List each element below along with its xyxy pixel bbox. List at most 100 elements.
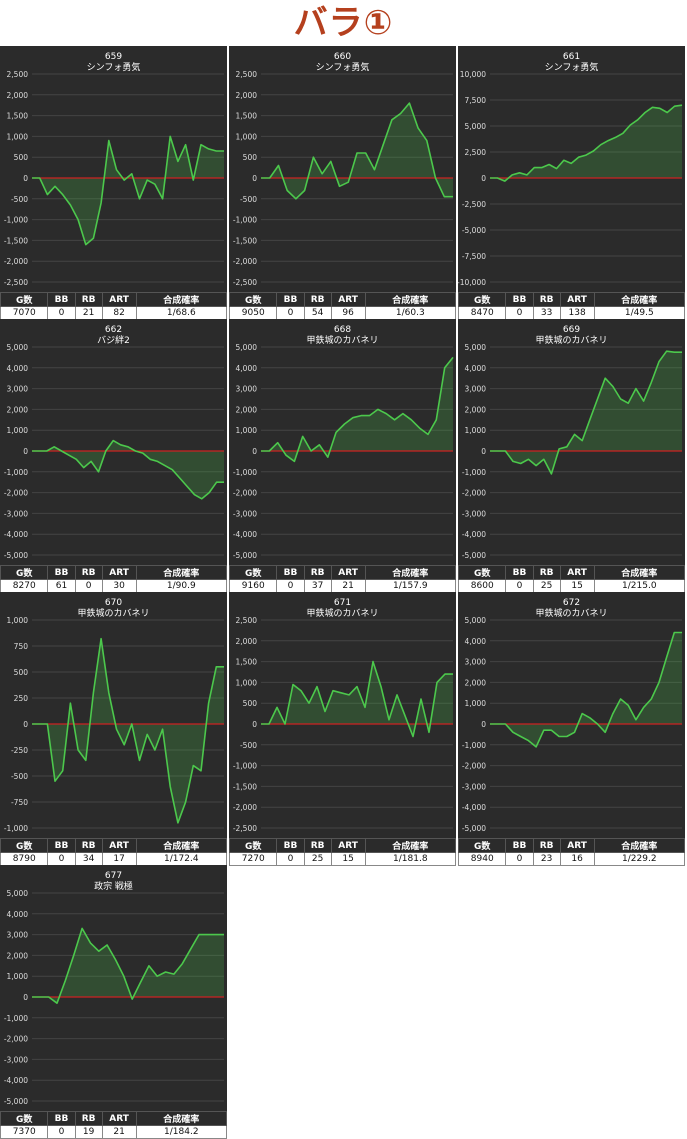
stats-table: G数 BB RB ART 合成確率 8270 61 0 30 1/90.9 [0,565,228,593]
y-tick-label: 1,000 [236,132,258,141]
y-tick-label: 3,000 [7,385,29,394]
y-tick-label: -3,000 [4,1055,28,1064]
stats-header: ART [330,565,366,580]
stats-value-bb: 0 [276,579,305,593]
y-tick-label: 2,000 [465,405,487,414]
stats-value-rb: 21 [74,306,103,320]
stats-header: 合成確率 [364,292,457,307]
stats-value-bb: 0 [47,306,76,320]
stats-header: G数 [228,565,278,580]
y-tick-label: 4,000 [236,364,258,373]
stats-value-rate: 1/215.0 [593,579,686,593]
stats-value-rb: 33 [532,306,561,320]
chart-title: 659 [105,52,122,62]
y-tick-label: 2,000 [7,951,29,960]
y-tick-label: -2,500 [4,278,28,287]
area-fill [32,440,224,499]
stats-header: RB [532,565,561,580]
stats-header: ART [101,1111,137,1126]
chart-panel: 671 甲鉄城のカバネリ -2,500 -2,000 -1,500 -1,000 -500 0… [228,592,457,866]
chart-subtitle: シンフォ勇気 [545,61,599,73]
y-tick-label: -3,000 [462,509,486,518]
series-line [261,102,453,200]
y-tick-label: 2,000 [236,405,258,414]
y-tick-label: -4,000 [4,1076,28,1085]
chart-title: 661 [563,52,580,62]
y-tick-label: 500 [243,699,258,708]
chart-title: 672 [563,598,580,608]
y-tick-label: 0 [23,993,28,1002]
y-tick-label: -3,000 [462,782,486,791]
stats-value-g: 7370 [0,1125,49,1139]
y-tick-label: 2,000 [7,91,29,100]
y-tick-label: -1,000 [4,468,28,477]
stats-header: ART [559,292,595,307]
stats-header: RB [74,838,103,853]
stats-value-art: 21 [330,579,366,593]
stats-value-rate: 1/172.4 [135,852,228,866]
y-tick-label: 0 [481,174,486,183]
y-tick-label: 5,000 [236,343,258,352]
y-tick-label: 1,000 [7,616,29,625]
stats-value-g: 9160 [228,579,278,593]
y-tick-label: 1,000 [7,972,29,981]
y-tick-label: -2,000 [4,257,28,266]
y-tick-label: 1,000 [236,678,258,687]
y-tick-label: -5,000 [4,551,28,560]
y-tick-label: -2,000 [233,257,257,266]
y-tick-label: 0 [23,720,28,729]
area-fill [490,632,682,747]
stats-table: G数 BB RB ART 合成確率 8940 0 23 16 1/229.2 [457,838,686,866]
y-tick-label: -750 [11,798,28,807]
series-line [32,927,224,1004]
y-tick-label: 250 [14,694,29,703]
series-line [490,350,682,475]
y-tick-label: 3,000 [465,385,487,394]
stats-value-bb: 0 [47,1125,76,1139]
chart-panel: 677 政宗 戦極 -5,000 -4,000 -3,000 -2,000 -1,000 0 1… [0,865,228,1139]
stats-value-bb: 0 [276,306,305,320]
y-tick-label: -2,000 [4,489,28,498]
y-tick-label: 2,500 [7,70,29,79]
y-tick-label: 1,500 [7,112,29,121]
stats-table: G数 BB RB ART 合成確率 8790 0 34 17 1/172.4 [0,838,228,866]
chart-subtitle: バジ絆2 [97,334,130,346]
y-tick-label: -1,000 [233,216,257,225]
stats-header: 合成確率 [593,292,686,307]
y-tick-label: 10,000 [460,70,486,79]
stats-header: ART [559,838,595,853]
stats-header: G数 [457,292,507,307]
y-tick-label: -500 [240,195,257,204]
series-line [32,135,224,246]
y-tick-label: -4,000 [4,530,28,539]
stats-header: ART [101,292,137,307]
y-tick-label: -2,000 [4,1035,28,1044]
y-tick-label: -2,500 [233,824,257,833]
y-tick-label: -1,000 [4,824,28,833]
stats-header: BB [47,565,76,580]
chart-subtitle: シンフォ勇気 [316,61,370,73]
chart-title: 668 [334,325,351,335]
chart-title: 670 [105,598,122,608]
y-tick-label: -500 [11,772,28,781]
stats-header: 合成確率 [364,565,457,580]
stats-table: G数 BB RB ART 合成確率 7270 0 25 15 1/181.8 [228,838,457,866]
chart-panel: 668 甲鉄城のカバネリ -5,000 -4,000 -3,000 -2,000 -1,00… [228,319,457,593]
stats-value-g: 9050 [228,306,278,320]
y-tick-label: 2,000 [465,678,487,687]
area-fill [32,638,224,823]
y-tick-label: 1,500 [236,658,258,667]
stats-value-bb: 0 [505,579,534,593]
y-tick-label: 1,000 [7,132,29,141]
stats-header: G数 [0,292,49,307]
stats-header: BB [47,292,76,307]
y-tick-label: 2,000 [7,405,29,414]
stats-value-rb: 34 [74,852,103,866]
stats-header: RB [532,292,561,307]
stats-value-rate: 1/184.2 [135,1125,228,1139]
stats-value-art: 30 [101,579,137,593]
y-tick-label: 0 [481,720,486,729]
